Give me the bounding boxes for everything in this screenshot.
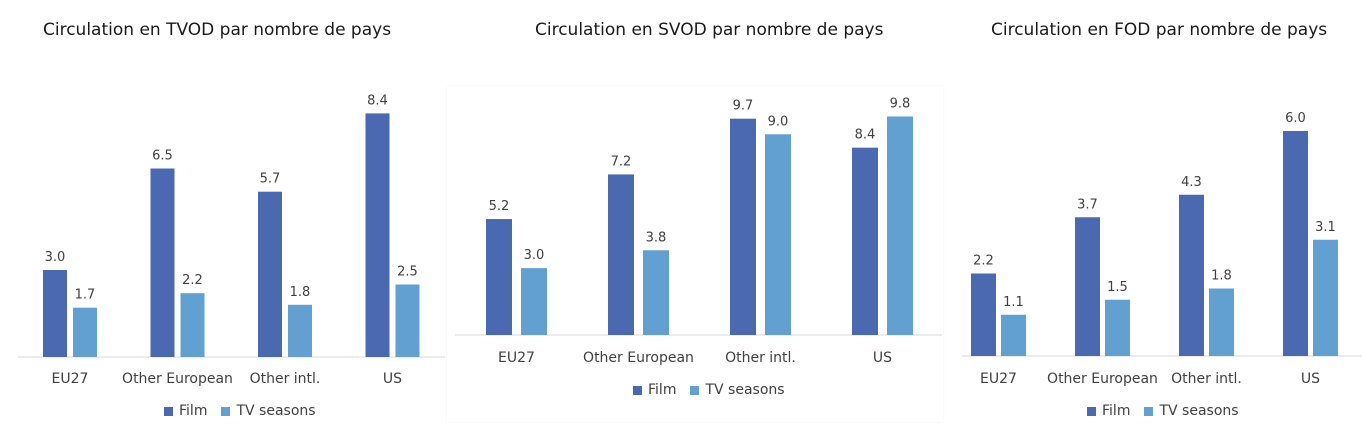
category-label: US <box>383 371 402 387</box>
bar-film-eu27 <box>43 270 67 357</box>
bar-film-other-intl- <box>730 118 756 335</box>
data-label: 2.5 <box>397 265 418 280</box>
category-label: Other European <box>583 350 694 366</box>
data-label: 1.1 <box>1003 295 1024 310</box>
category-label: EU27 <box>980 371 1017 387</box>
legend-tvod: Film TV seasons <box>164 403 316 419</box>
data-label: 9.0 <box>768 114 789 129</box>
legend-svod: Film TV seasons <box>633 382 785 398</box>
legend-swatch-tv <box>221 406 231 416</box>
legend-item-film: Film <box>633 382 676 398</box>
bar-film-other-intl- <box>1179 194 1204 356</box>
data-label: 3.0 <box>45 250 66 265</box>
data-label: 9.8 <box>890 96 911 111</box>
data-label: 2.2 <box>973 254 994 269</box>
data-label: 1.5 <box>1107 280 1128 295</box>
data-label: 5.2 <box>489 199 510 214</box>
bar-tv-us <box>395 284 420 357</box>
legend-swatch-tv <box>1144 406 1154 416</box>
category-label: EU27 <box>498 350 535 366</box>
legend-label-tv: TV seasons <box>1159 403 1239 419</box>
bar-tv-other-european <box>180 293 205 357</box>
category-label: EU27 <box>52 371 89 387</box>
legend-fod: Film TV seasons <box>1087 403 1239 419</box>
legend-item-film: Film <box>164 403 207 419</box>
chart-title-fod: Circulation en FOD par nombre de pays <box>991 20 1328 40</box>
bar-film-other-european <box>1075 217 1100 356</box>
bar-tv-eu27 <box>1001 314 1026 356</box>
bar-tv-other-european <box>1105 299 1130 356</box>
category-label: Other European <box>122 371 233 387</box>
bar-tv-other-intl- <box>1209 288 1234 356</box>
data-label: 1.7 <box>75 288 96 303</box>
legend-label-film: Film <box>179 403 208 419</box>
category-label: Other intl. <box>725 350 796 366</box>
bar-film-eu27 <box>486 219 512 335</box>
legend-swatch-film <box>1087 406 1096 416</box>
data-label: 6.5 <box>152 149 173 164</box>
bar-film-us <box>365 113 390 358</box>
legend-label-tv: TV seasons <box>705 382 785 398</box>
data-label: 3.1 <box>1315 220 1336 235</box>
category-label: US <box>1301 371 1320 387</box>
bar-tv-us <box>1313 239 1338 356</box>
bar-film-other-european <box>608 174 634 335</box>
category-label: US <box>873 350 892 366</box>
legend-item-tv: TV seasons <box>690 382 785 398</box>
legend-item-tv: TV seasons <box>221 403 316 419</box>
category-label: Other intl. <box>1171 371 1242 387</box>
data-label: 5.7 <box>260 172 281 187</box>
bar-film-other-intl- <box>258 191 282 357</box>
bar-tv-other-european <box>643 250 669 335</box>
category-label: Other European <box>1047 371 1158 387</box>
bar-tv-eu27 <box>73 307 97 357</box>
bar-tv-eu27 <box>521 268 547 335</box>
data-label: 8.4 <box>367 93 388 108</box>
data-label: 7.2 <box>611 154 632 169</box>
chart-title-tvod: Circulation en TVOD par nombre de pays <box>43 20 392 40</box>
data-label: 1.8 <box>290 285 311 300</box>
data-label: 3.0 <box>524 248 545 263</box>
data-label: 8.4 <box>855 128 876 143</box>
bar-film-eu27 <box>971 273 996 356</box>
legend-item-film: Film <box>1087 403 1130 419</box>
data-label: 2.2 <box>182 273 203 288</box>
legend-label-tv: TV seasons <box>236 403 316 419</box>
data-label: 4.3 <box>1181 175 1202 190</box>
legend-label-film: Film <box>1102 403 1131 419</box>
legend-swatch-tv <box>690 385 700 395</box>
bar-film-us <box>852 147 878 335</box>
bar-tv-other-intl- <box>765 134 791 335</box>
data-label: 6.0 <box>1285 111 1306 126</box>
bar-tv-other-intl- <box>288 304 312 357</box>
category-label: Other intl. <box>250 371 321 387</box>
data-label: 3.8 <box>646 230 667 245</box>
legend-swatch-film <box>164 406 173 416</box>
bar-film-other-european <box>150 168 175 357</box>
data-label: 1.8 <box>1211 269 1232 284</box>
data-label: 9.7 <box>733 99 754 114</box>
data-label: 3.7 <box>1077 197 1098 212</box>
legend-item-tv: TV seasons <box>1144 403 1239 419</box>
bar-film-us <box>1283 131 1308 356</box>
legend-label-film: Film <box>648 382 677 398</box>
chart-title-svod: Circulation en SVOD par nombre de pays <box>535 20 884 40</box>
bar-tv-us <box>887 116 913 336</box>
legend-swatch-film <box>633 385 642 395</box>
